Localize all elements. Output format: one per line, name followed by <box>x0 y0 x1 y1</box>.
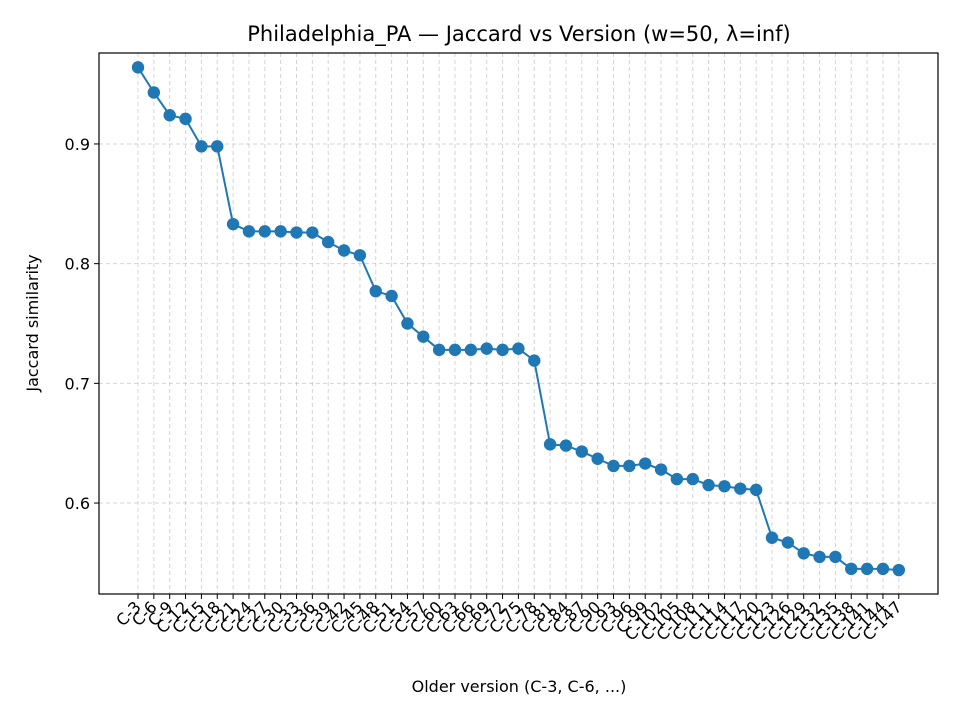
data-point <box>353 249 367 262</box>
data-point <box>512 342 525 355</box>
chart-title: Philadelphia_PA — Jaccard vs Version (w=… <box>247 22 791 47</box>
data-point <box>163 109 176 122</box>
grid-lines <box>99 53 938 594</box>
x-axis-label: Older version (C-3, C-6, ...) <box>412 677 627 696</box>
data-point <box>686 472 699 486</box>
y-tick-label: 0.6 <box>65 494 90 513</box>
data-point <box>496 343 509 357</box>
data-point <box>702 478 715 492</box>
data-point <box>337 244 351 257</box>
y-tick-label: 0.9 <box>65 135 90 154</box>
data-point <box>195 140 208 153</box>
data-point <box>813 550 826 564</box>
data-point <box>797 547 810 560</box>
data-point <box>543 438 557 451</box>
data-point <box>528 354 541 367</box>
data-point <box>559 439 573 452</box>
data-point <box>829 550 842 564</box>
data-point <box>147 86 161 99</box>
data-point <box>432 343 446 357</box>
data-point <box>385 289 398 303</box>
data-point <box>242 225 256 238</box>
data-point <box>781 536 795 549</box>
y-tick-label: 0.8 <box>65 255 90 274</box>
data-point <box>591 452 604 465</box>
data-point <box>290 226 303 239</box>
data-point <box>876 562 890 576</box>
data-point <box>417 330 430 343</box>
data-point <box>860 562 874 576</box>
y-axis-label: Jaccard similarity <box>23 254 42 392</box>
data-point <box>401 317 414 330</box>
data-point <box>639 457 652 470</box>
data-point <box>322 235 335 249</box>
plot-frame <box>98 52 939 595</box>
x-axis-ticks: C-3C-6C-9C-12C-15C-18C-21C-24C-27C-30C-3… <box>112 594 906 644</box>
data-point <box>258 225 271 238</box>
data-point <box>654 463 668 476</box>
data-point <box>448 343 462 357</box>
data-point <box>131 61 145 74</box>
data-point <box>749 483 763 497</box>
data-point <box>607 459 620 473</box>
data-point <box>226 217 240 231</box>
data-point <box>480 342 493 355</box>
data-point <box>734 482 747 495</box>
data-point <box>718 480 731 493</box>
data-point <box>670 472 684 486</box>
data-point <box>179 112 192 126</box>
data-point <box>369 284 382 298</box>
data-point <box>575 445 588 458</box>
data-point <box>623 459 636 473</box>
series-jaccard <box>131 61 905 577</box>
y-axis-ticks: 0.6 0.7 0.8 0.9 <box>65 135 99 513</box>
data-point <box>464 343 478 357</box>
data-point <box>274 225 287 238</box>
data-point <box>765 531 779 544</box>
y-tick-label: 0.7 <box>65 374 90 393</box>
data-point <box>211 140 224 153</box>
data-point <box>306 226 319 239</box>
data-point <box>892 563 905 577</box>
data-point <box>845 562 858 576</box>
